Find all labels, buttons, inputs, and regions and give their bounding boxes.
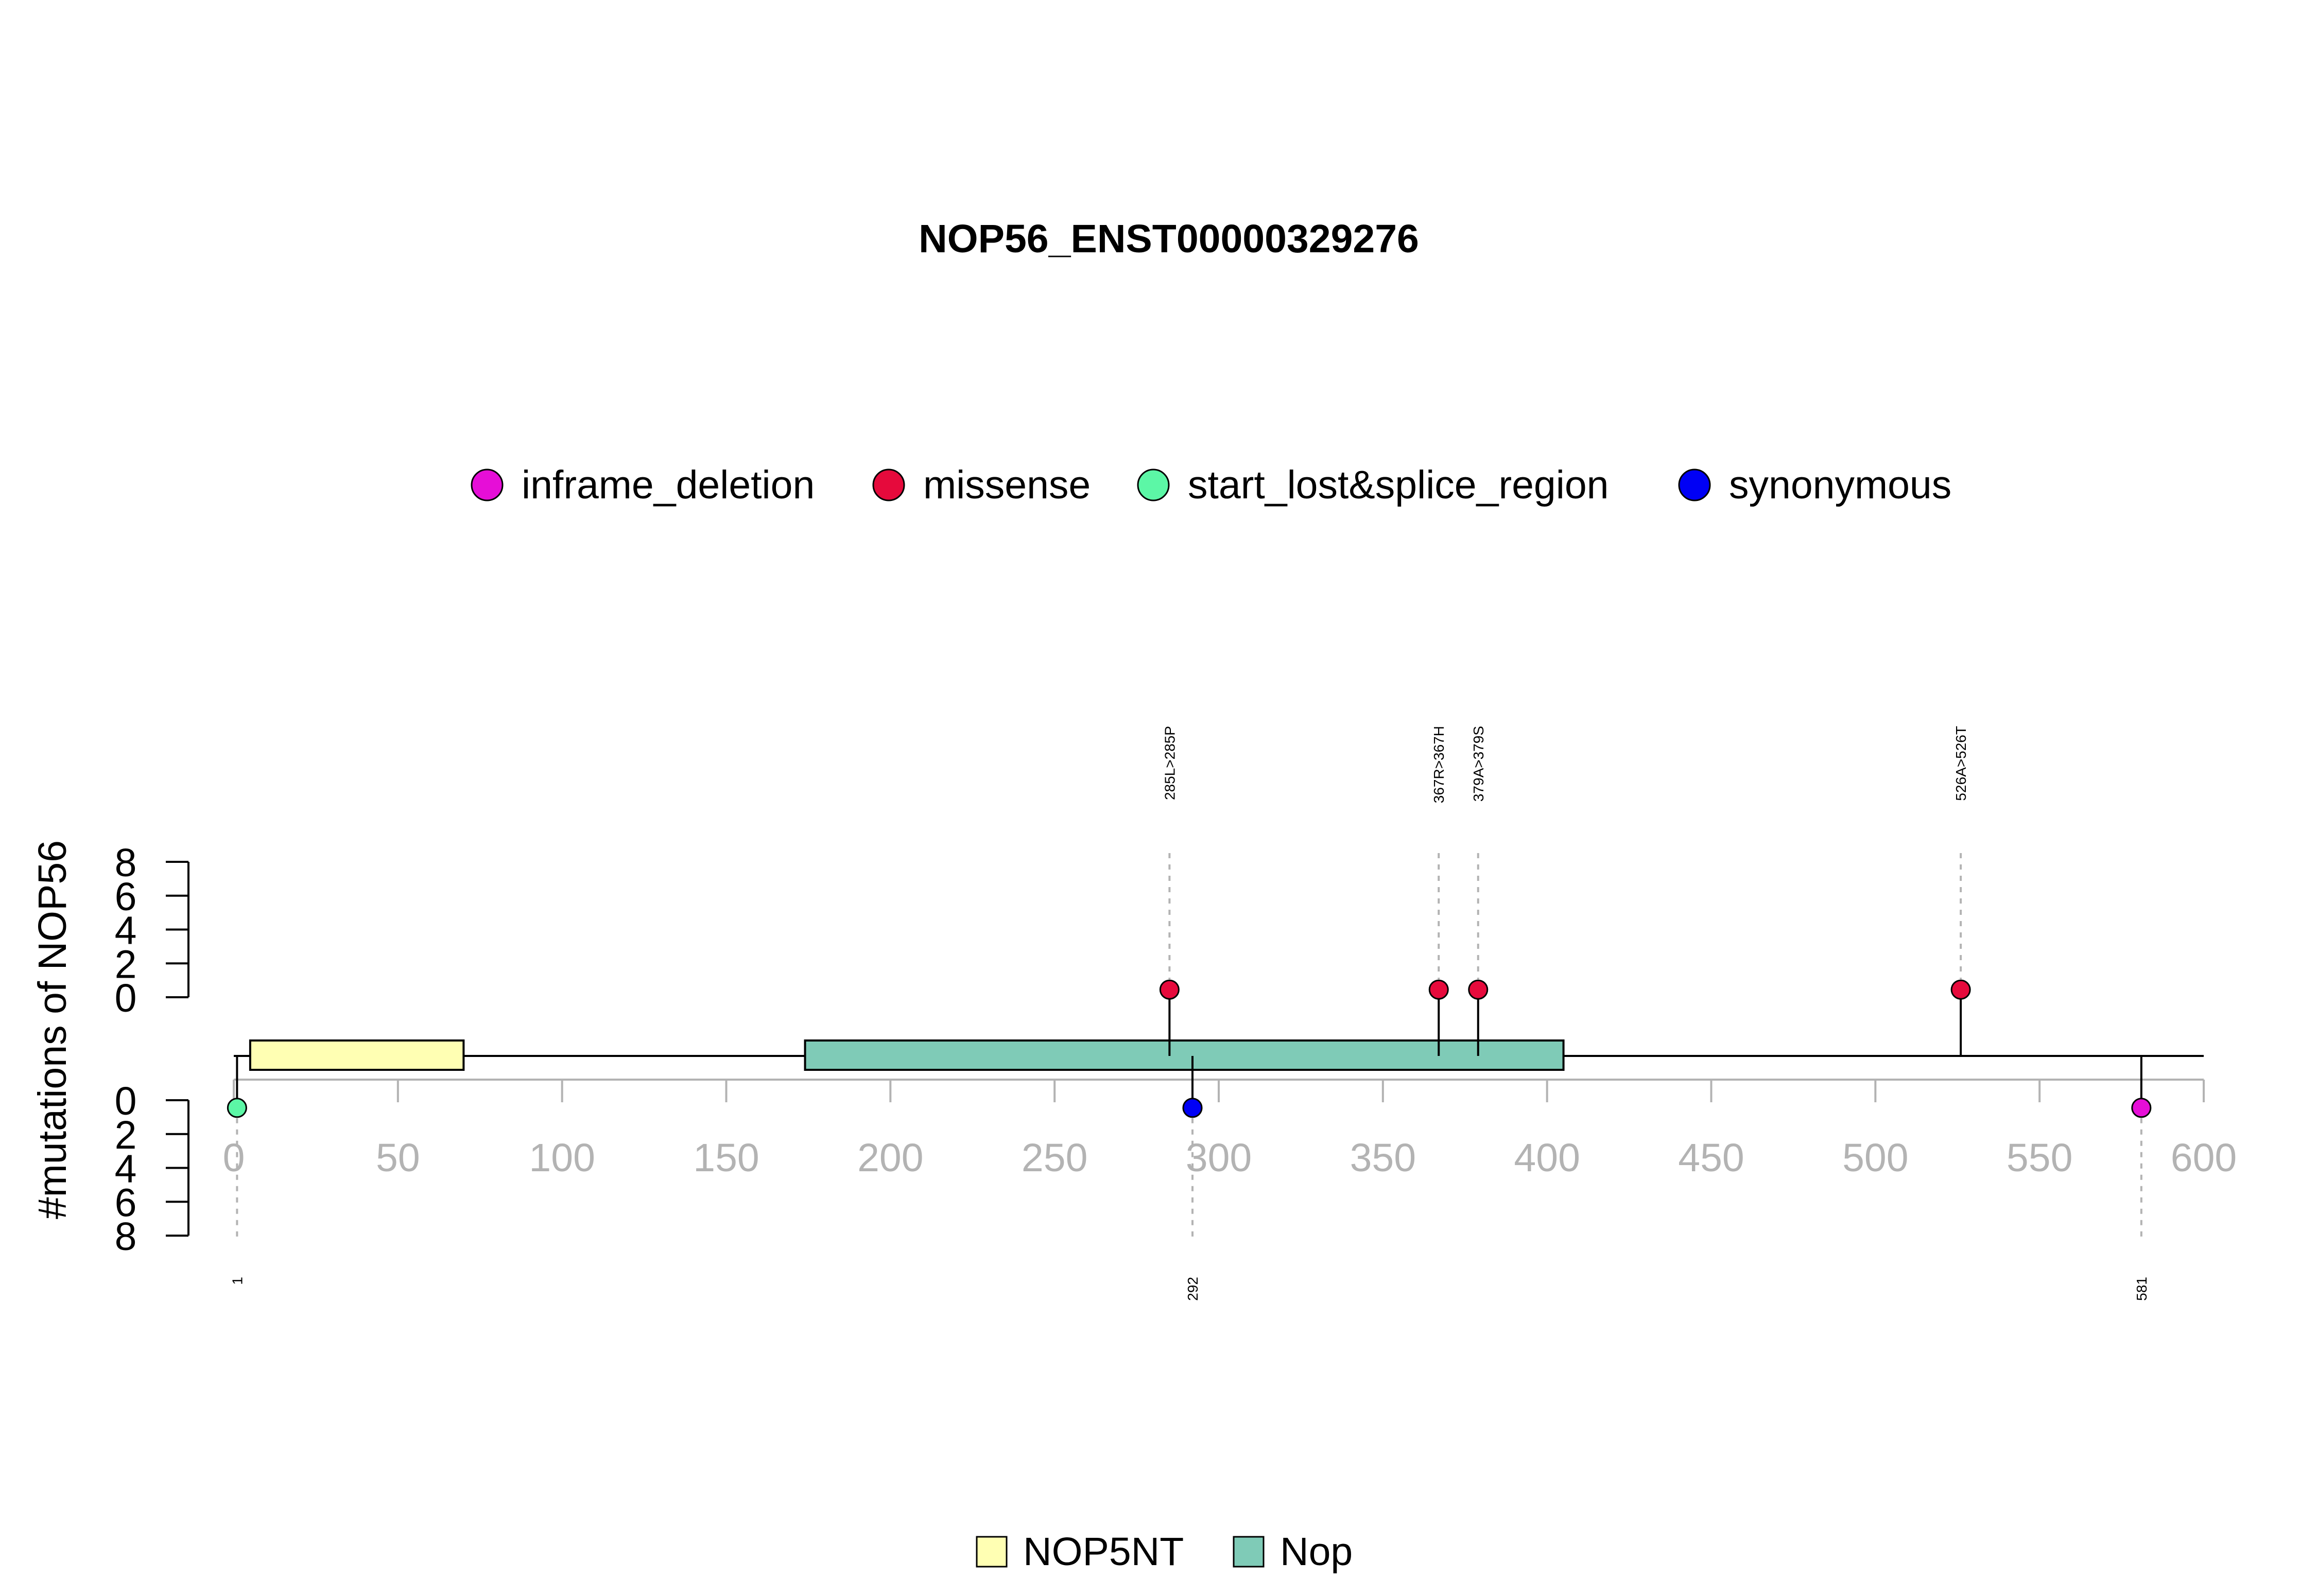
domain-legend-swatch: [976, 1536, 1008, 1568]
mutation-label: 367R>367H: [1431, 726, 1447, 803]
mutation-label: 292: [1185, 1277, 1201, 1301]
domain-legend: NOP5NT Nop: [976, 1530, 1353, 1574]
lollipop-head: [2131, 1098, 2152, 1118]
mutation-367: 367R>367H: [1428, 726, 1449, 1056]
lollipop-head: [1182, 1098, 1203, 1118]
lollipop-head: [1428, 979, 1449, 1000]
x-tick-label: 300: [1186, 1136, 1252, 1180]
y-tick-label: 6: [115, 1181, 137, 1225]
legend-marker: [872, 469, 905, 501]
x-tick-label: 200: [857, 1136, 923, 1180]
x-tick-label: 550: [2007, 1136, 2072, 1180]
lollipop-head: [227, 1098, 247, 1118]
legend-label: missense: [923, 463, 1091, 507]
legend-item-missense: missense: [872, 463, 1091, 507]
mutation-label: 379A>379S: [1471, 726, 1486, 802]
mutation-379: 379A>379S: [1468, 726, 1489, 1056]
x-axis: 0 50 100 150 200 250 300 350 400 450 500 550 600: [223, 1079, 2237, 1180]
domain-legend-label: Nop: [1280, 1530, 1353, 1574]
mutation-label: 526A>526T: [1953, 726, 1969, 801]
domain-legend-swatch: [1233, 1536, 1265, 1568]
lollipop-head: [1950, 979, 1971, 1000]
lollipop-head: [1159, 979, 1180, 1000]
legend-item-start-lost-splice-region: start_lost&splice_region: [1137, 463, 1609, 507]
lollipop-head: [1468, 979, 1489, 1000]
domain-legend-item-nop: Nop: [1233, 1530, 1353, 1574]
mutation-lollipops: 1 285L>285P 292 367R>367H 379A>379S 526A>526T…: [227, 726, 2152, 1301]
chart-title: NOP56_ENST00000329276: [919, 217, 1419, 261]
mutation-label: 285L>285P: [1162, 726, 1178, 800]
legend-label: synonymous: [1729, 463, 1951, 507]
domain-nop: [804, 1039, 1565, 1071]
legend-marker: [1678, 469, 1711, 501]
mutation-285: 285L>285P: [1159, 726, 1180, 1056]
mutation-type-legend: inframe_deletion missense start_lost&splic…: [471, 463, 1951, 507]
domain-nop5nt: [249, 1039, 465, 1071]
x-tick-label: 400: [1514, 1136, 1580, 1180]
y-axis-label: #mutations of NOP56: [30, 840, 75, 1219]
x-tick-label: 450: [1678, 1136, 1744, 1180]
protein-domains: [249, 1039, 1565, 1071]
y-tick-label: 4: [115, 1147, 137, 1191]
mutation-292: 292: [1182, 1056, 1203, 1301]
mutation-526: 526A>526T: [1950, 726, 1971, 1056]
domain-legend-item-nop5nt: NOP5NT: [976, 1530, 1184, 1574]
x-tick-label: 500: [1842, 1136, 1908, 1180]
legend-label: inframe_deletion: [522, 463, 815, 507]
mutation-581: 581: [2131, 1056, 2152, 1301]
y-tick-label: 0: [115, 1079, 137, 1123]
x-tick-label: 250: [1022, 1136, 1087, 1180]
x-tick-label: 600: [2171, 1136, 2237, 1180]
y-tick-label: 4: [115, 909, 137, 953]
legend-marker: [1137, 469, 1170, 501]
legend-label: start_lost&splice_region: [1188, 463, 1609, 507]
y-tick-label: 8: [115, 841, 137, 885]
mutation-label: 1: [229, 1277, 245, 1285]
mutation-1: 1: [227, 1056, 247, 1285]
mutation-label: 581: [2134, 1277, 2150, 1301]
x-tick-label: 0: [223, 1136, 245, 1180]
x-tick-label: 50: [376, 1136, 420, 1180]
y-tick-label: 8: [115, 1215, 137, 1259]
legend-item-synonymous: synonymous: [1678, 463, 1951, 507]
x-tick-label: 100: [529, 1136, 595, 1180]
x-tick-label: 150: [693, 1136, 759, 1180]
domain-legend-label: NOP5NT: [1023, 1530, 1184, 1574]
y-tick-label: 0: [115, 976, 137, 1020]
legend-marker: [471, 469, 504, 501]
legend-item-inframe-deletion: inframe_deletion: [471, 463, 815, 507]
y-tick-label: 2: [115, 942, 137, 986]
y-tick-label: 2: [115, 1113, 137, 1157]
x-tick-label: 350: [1350, 1136, 1416, 1180]
y-tick-label: 6: [115, 875, 137, 919]
